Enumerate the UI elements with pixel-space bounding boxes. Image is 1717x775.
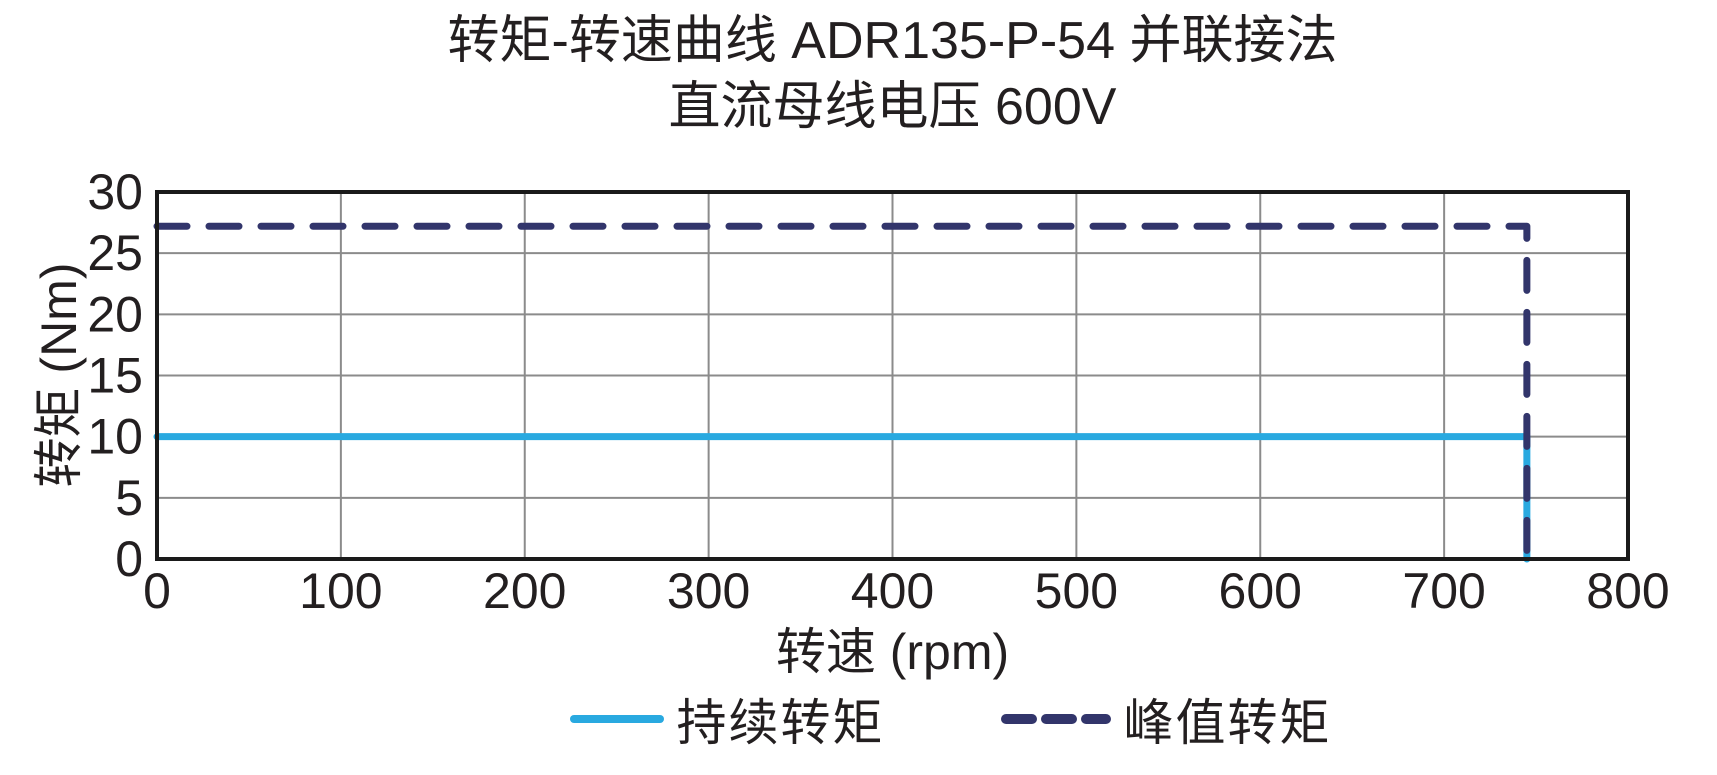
y-tick-label: 15: [87, 348, 143, 404]
y-tick-label: 5: [115, 470, 143, 526]
x-axis-label: 转速 (rpm): [775, 624, 1010, 680]
y-tick-label: 0: [115, 531, 143, 587]
y-tick-label: 30: [87, 164, 143, 220]
chart-title: 转矩-转速曲线 ADR135-P-54 并联接法: [447, 12, 1338, 70]
chart-subtitle: 直流母线电压 600V: [668, 78, 1117, 136]
x-tick-label: 800: [1586, 563, 1669, 619]
legend-label-continuous-torque: 持续转矩: [676, 695, 885, 751]
x-tick-label: 500: [1035, 563, 1118, 619]
legend-label-peak-torque: 峰值转矩: [1123, 695, 1332, 751]
plot-border: [155, 190, 1630, 561]
solid-line-swatch-icon: [569, 715, 664, 723]
x-tick-label: 100: [299, 563, 382, 619]
x-tick-label: 600: [1219, 563, 1302, 619]
legend: 持续转矩 峰值转矩: [157, 683, 1628, 755]
series-line-1: [153, 222, 1531, 563]
y-tick-label: 25: [87, 225, 143, 281]
legend-item-continuous-torque: 持续转矩: [569, 683, 885, 755]
y-tick-label: 10: [87, 409, 143, 465]
dashed-line-swatch-icon: [1000, 714, 1111, 724]
x-tick-label: 0: [143, 563, 171, 619]
legend-item-peak-torque: 峰值转矩: [1000, 683, 1332, 755]
x-tick-label: 300: [667, 563, 750, 619]
y-tick-label: 20: [87, 286, 143, 342]
x-tick-label: 200: [483, 563, 566, 619]
x-tick-label: 400: [851, 563, 934, 619]
x-tick-label: 700: [1402, 563, 1485, 619]
